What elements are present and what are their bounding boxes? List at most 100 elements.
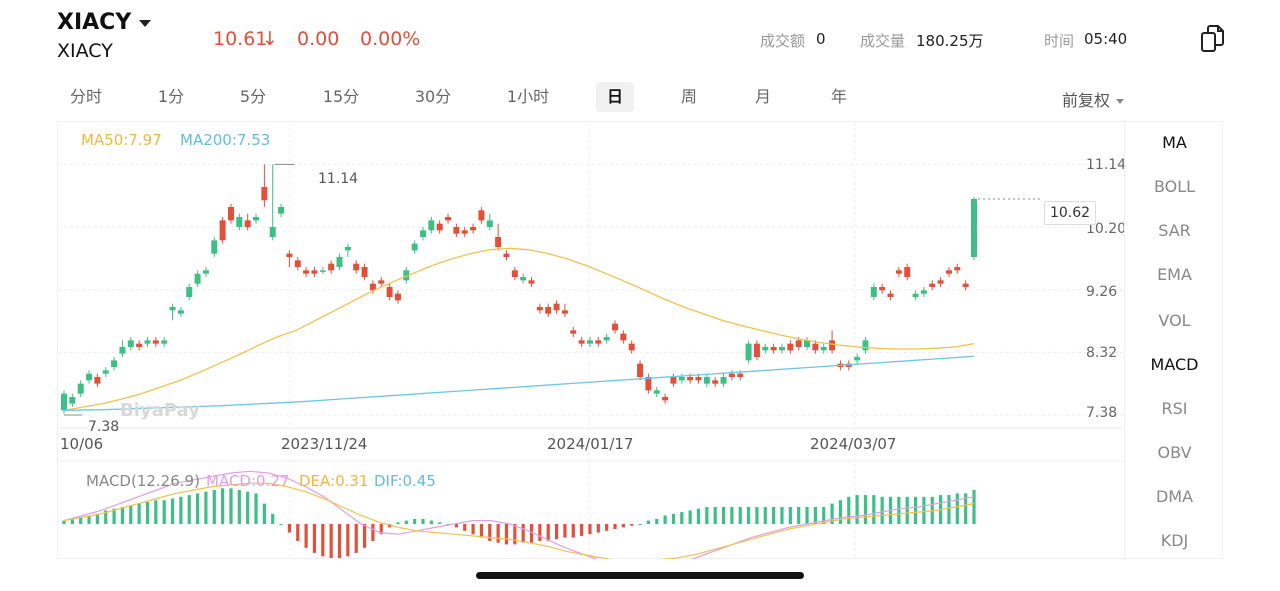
candle-body bbox=[795, 340, 802, 347]
candle-body bbox=[453, 227, 460, 234]
candle-body bbox=[804, 340, 811, 347]
macd-histogram-bar bbox=[546, 524, 550, 541]
macd-histogram-bar bbox=[162, 500, 166, 524]
candle-body bbox=[470, 227, 477, 231]
macd-histogram-bar bbox=[855, 495, 859, 524]
macd-value-legend: MACD:0.27 bbox=[206, 472, 290, 490]
candle-body bbox=[620, 333, 627, 341]
macd-histogram-bar bbox=[872, 495, 876, 524]
volume-value: 180.25万 bbox=[916, 32, 984, 50]
indicator-rsi[interactable]: RSI bbox=[1161, 399, 1188, 418]
candle-body bbox=[870, 287, 877, 297]
candle-body bbox=[428, 220, 435, 231]
indicator-obv[interactable]: OBV bbox=[1157, 443, 1192, 462]
ticker-symbol[interactable]: XIACY bbox=[57, 10, 152, 35]
macd-histogram-bar bbox=[655, 518, 659, 524]
candle-body bbox=[102, 370, 109, 374]
candle-body bbox=[753, 343, 760, 357]
candle-body bbox=[511, 270, 518, 277]
macd-histogram-bar bbox=[947, 495, 951, 524]
macd-histogram-bar bbox=[387, 524, 392, 528]
macd-histogram-bar bbox=[137, 503, 141, 524]
candle-body bbox=[703, 377, 710, 384]
macd-histogram-bar bbox=[229, 488, 233, 524]
candle-body bbox=[69, 397, 76, 404]
price-adjust-dropdown[interactable]: 前复权 bbox=[1062, 87, 1125, 111]
candle-body bbox=[253, 217, 260, 221]
indicator-sar[interactable]: SAR bbox=[1158, 221, 1191, 240]
macd-histogram-bar bbox=[70, 518, 74, 524]
indicator-dma[interactable]: DMA bbox=[1155, 487, 1194, 506]
macd-histogram-bar bbox=[170, 498, 175, 524]
tab-9[interactable]: 年 bbox=[830, 87, 847, 106]
y-tick-label: 11.14 bbox=[1086, 157, 1127, 173]
tab-0[interactable]: 分时 bbox=[69, 87, 102, 106]
macd-histogram-bar bbox=[246, 491, 250, 524]
candle-body bbox=[595, 340, 602, 344]
macd-histogram-bar bbox=[404, 520, 408, 524]
indicator-macd[interactable]: MACD bbox=[1150, 355, 1199, 374]
candle-body bbox=[294, 260, 301, 267]
candle-body bbox=[394, 293, 401, 301]
ticker-dropdown-icon[interactable] bbox=[139, 19, 152, 27]
candle-body bbox=[904, 267, 911, 277]
candle-body bbox=[219, 220, 226, 241]
macd-histogram-bar bbox=[95, 513, 99, 524]
indicator-ma[interactable]: MA bbox=[1162, 133, 1187, 152]
tab-2[interactable]: 5分 bbox=[239, 87, 267, 106]
candle-body bbox=[637, 363, 644, 377]
macd-histogram-bar bbox=[688, 510, 692, 524]
macd-histogram-bar bbox=[630, 524, 634, 526]
candle-body bbox=[528, 280, 535, 284]
tab-5[interactable]: 1小时 bbox=[506, 87, 550, 106]
candle-body bbox=[186, 287, 193, 297]
share-icon[interactable] bbox=[1198, 24, 1226, 54]
indicator-vol[interactable]: VOL bbox=[1158, 311, 1191, 330]
macd-histogram-bar bbox=[179, 496, 183, 524]
dea-legend: DEA:0.31 bbox=[299, 472, 369, 490]
tab-3[interactable]: 15分 bbox=[322, 87, 360, 106]
candle-body bbox=[227, 207, 234, 221]
tab-7[interactable]: 周 bbox=[680, 87, 697, 106]
last-price: 10.61 bbox=[213, 28, 268, 50]
tab-8[interactable]: 月 bbox=[754, 87, 771, 106]
macd-histogram-bar bbox=[521, 524, 525, 543]
macd-histogram-bar bbox=[972, 490, 976, 524]
tab-4[interactable]: 30分 bbox=[414, 87, 452, 106]
macd-histogram-bar bbox=[721, 507, 726, 524]
candle-body bbox=[244, 220, 251, 227]
price-arrow-icon: ↓ bbox=[262, 28, 278, 50]
candle-body bbox=[695, 377, 702, 381]
candle-body bbox=[336, 257, 343, 267]
candle-body bbox=[111, 360, 118, 367]
candle-body bbox=[670, 377, 677, 384]
macd-histogram-bar bbox=[671, 513, 676, 524]
candle-body bbox=[662, 397, 669, 401]
macd-histogram-bar bbox=[471, 524, 475, 535]
macd-histogram-bar bbox=[187, 495, 191, 524]
macd-histogram-bar bbox=[254, 493, 258, 524]
macd-histogram-bar bbox=[563, 524, 567, 538]
tab-1[interactable]: 1分 bbox=[157, 87, 185, 106]
macd-histogram-bar bbox=[112, 508, 116, 524]
indicator-boll[interactable]: BOLL bbox=[1153, 177, 1196, 196]
macd-histogram-bar bbox=[145, 501, 150, 524]
macd-histogram-bar bbox=[438, 522, 442, 524]
macd-histogram-bar bbox=[321, 524, 325, 557]
ma50-legend: MA50:7.97 bbox=[81, 131, 162, 149]
candle-body bbox=[478, 210, 485, 221]
indicator-kdj[interactable]: KDJ bbox=[1160, 531, 1189, 550]
price-adjust-caret-icon bbox=[1116, 99, 1125, 104]
time-label: 时间 bbox=[1044, 32, 1075, 50]
candle-body bbox=[687, 377, 694, 381]
macd-histogram-bar bbox=[763, 507, 767, 524]
macd-histogram-bar bbox=[154, 500, 158, 524]
macd-histogram-bar bbox=[488, 524, 492, 541]
price-chart[interactable] bbox=[58, 122, 1123, 559]
candle-body bbox=[261, 187, 268, 201]
indicator-ema[interactable]: EMA bbox=[1157, 265, 1192, 284]
candle-body bbox=[503, 253, 510, 257]
candle-body bbox=[495, 237, 502, 247]
tab-6[interactable]: 日 bbox=[596, 82, 634, 112]
x-tick-label: 2024/03/07 bbox=[810, 435, 897, 453]
